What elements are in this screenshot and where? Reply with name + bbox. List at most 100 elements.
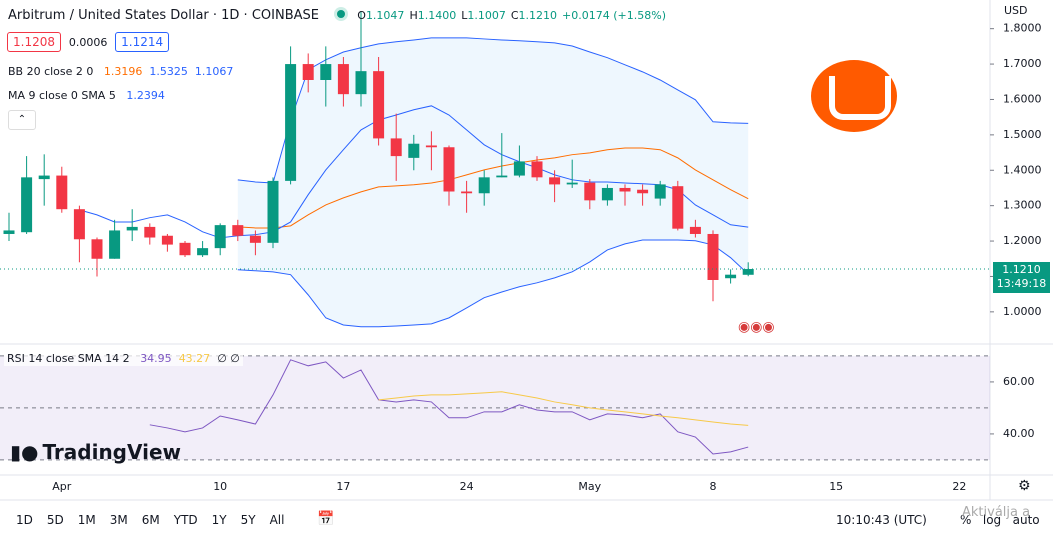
candle-body [742, 269, 754, 275]
timeframe-button[interactable]: 5D [46, 513, 64, 527]
candle-body [109, 230, 121, 259]
candle-body [337, 64, 349, 95]
rsi-label: RSI 14 close SMA 14 2 [7, 352, 130, 365]
timeframe-button[interactable]: All [269, 513, 285, 527]
auto-toggle[interactable]: auto [1012, 513, 1040, 527]
x-tick-label: 15 [829, 480, 843, 493]
candle-body [425, 145, 437, 148]
scale-options: % log auto [960, 513, 1040, 527]
candle-body [3, 230, 15, 234]
candle-body [320, 64, 332, 80]
candle-body [531, 161, 543, 178]
ask-button[interactable]: 1.1214 [115, 32, 170, 52]
y-tick-label: 60.00 [1003, 375, 1035, 388]
rsi-value: 34.95 [140, 352, 172, 365]
x-tick-label: 22 [952, 480, 966, 493]
ohlc-key: C [510, 9, 519, 22]
bb-basis-value: 1.3196 [103, 65, 143, 78]
settings-icon[interactable]: ⚙ [1018, 478, 1031, 494]
indicator-line [79, 105, 749, 239]
percent-toggle[interactable]: % [960, 513, 972, 527]
x-tick-label: 17 [336, 480, 350, 493]
bb-legend: BB 20 close 2 0 1.3196 1.5325 1.1067 [8, 65, 233, 78]
last-price: 1.1210 [1002, 263, 1041, 276]
ohlc-value: 1.1400 [417, 9, 457, 22]
bb-lower-value: 1.1067 [194, 65, 234, 78]
bid-button[interactable]: 1.1208 [7, 32, 61, 52]
candle-body [73, 209, 85, 240]
ohlc-key: L [461, 9, 468, 22]
header: Arbitrum / United States Dollar · 1D · C… [8, 8, 666, 23]
event-flags[interactable]: ◉◉◉ [738, 319, 775, 335]
candle-body [267, 180, 279, 243]
timeframe-button[interactable]: YTD [173, 513, 198, 527]
x-tick-label: 8 [710, 480, 717, 493]
date-range-icon[interactable]: 📅 [317, 511, 335, 527]
candle-body [584, 182, 596, 201]
ma-legend: MA 9 close 0 SMA 5 1.2394 [8, 89, 165, 102]
candle-body [672, 186, 684, 229]
timeframe-button[interactable]: 6M [141, 513, 160, 527]
logo-text: TradingView [42, 440, 182, 464]
indicator-line [237, 239, 749, 328]
timeframe-button[interactable]: 3M [109, 513, 128, 527]
x-tick-label: May [578, 480, 601, 493]
x-tick-label: Apr [52, 480, 72, 493]
broker-logo [811, 60, 897, 132]
candle-body [126, 226, 138, 231]
ohlc-value: 1.1047 [365, 9, 405, 22]
ohlc-legend: O1.1047 H1.1400 L1.1007 C1.1210 +0.0174 (+1.… [357, 9, 666, 22]
bid-ask: 1.1208 0.0006 1.1214 [7, 32, 170, 52]
ohlc-key: O [357, 9, 366, 22]
candle-body [285, 64, 297, 181]
candle-body [637, 189, 649, 194]
ohlc-key: H [409, 9, 418, 22]
candle-body [197, 248, 209, 256]
y-tick-label: 1.8000 [1003, 22, 1042, 35]
y-tick-label: 1.4000 [1003, 163, 1042, 176]
indicator-line [237, 147, 749, 229]
bb-upper-value: 1.5325 [149, 65, 188, 78]
timeframe-button[interactable]: 1Y [211, 513, 227, 527]
last-price-tag: 1.1210 13:49:18 [993, 262, 1050, 293]
clock: 10:10:43 (UTC) [836, 513, 927, 527]
tradingview-logo: ▮● TradingView [10, 440, 181, 464]
broker-logo-mark [829, 76, 891, 120]
timeframe-button[interactable]: 1M [77, 513, 96, 527]
candle-body [619, 187, 631, 192]
status-dot [337, 10, 346, 18]
logo-mark: ▮● [10, 440, 39, 464]
candle-body [461, 191, 473, 194]
bb-label: BB 20 close 2 0 [8, 65, 94, 78]
rsi-line [149, 359, 749, 455]
candle-body [496, 175, 508, 178]
timeframe-button[interactable]: 5Y [240, 513, 256, 527]
candle-body [549, 177, 561, 185]
y-tick-label: 1.6000 [1003, 92, 1042, 105]
candle-body [38, 175, 50, 180]
y-tick-label: 1.7000 [1003, 57, 1042, 70]
candle-body [355, 71, 367, 95]
candle-body [725, 274, 737, 279]
ma-value: 1.2394 [126, 89, 165, 102]
candle-body [601, 187, 613, 201]
log-toggle[interactable]: log [982, 513, 1002, 527]
ohlc-change: +0.0174 (+1.58%) [562, 9, 666, 22]
indicator-line [237, 37, 749, 184]
x-tick-label: 24 [460, 480, 474, 493]
candle-body [478, 177, 490, 194]
y-tick-label: 1.3000 [1003, 199, 1042, 212]
currency[interactable]: USD [1004, 4, 1028, 17]
activation-watermark: Aktiválja a [962, 505, 1031, 520]
candle-body [513, 161, 525, 176]
candle-body [390, 138, 402, 157]
collapse-button[interactable]: ⌃ [8, 110, 36, 130]
bb-band-fill [237, 37, 749, 327]
ohlc-value: 1.1210 [518, 9, 558, 22]
candle-body [302, 64, 314, 80]
timeframe-button[interactable]: 1D [16, 513, 33, 527]
candle-body [689, 226, 701, 234]
candle-body [91, 239, 103, 259]
ma-label: MA 9 close 0 SMA 5 [8, 89, 116, 102]
